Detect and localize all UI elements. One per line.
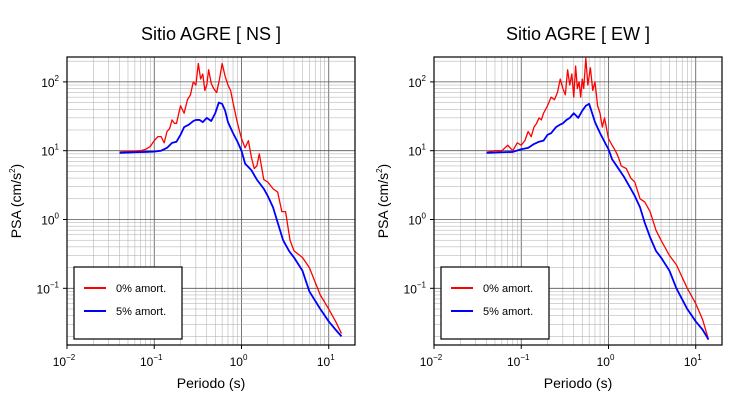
x-tick-label: 10−2 — [53, 353, 76, 369]
y-axis-label-close: ) — [375, 164, 391, 169]
legend: 0% amort. 5% amort. — [73, 266, 183, 340]
y-tick-base: 10 — [41, 76, 55, 90]
plot-frame — [66, 56, 356, 346]
legend-box — [440, 266, 550, 340]
x-tick-base: 10 — [140, 355, 154, 369]
legend: 0% amort. 5% amort. — [440, 266, 550, 340]
y-tick-exponent: 0 — [422, 212, 427, 221]
x-tick-base: 10 — [507, 355, 521, 369]
legend-box — [73, 266, 183, 340]
x-tick-exponent: −2 — [433, 353, 443, 362]
y-tick-exponent: 2 — [55, 74, 60, 83]
y-tick-base: 10 — [41, 145, 55, 159]
x-tick-label: 100 — [230, 353, 248, 369]
legend-label: 0% amort. — [116, 283, 166, 295]
y-tick-label: 101 — [408, 143, 426, 159]
legend-label: 5% amort. — [116, 306, 166, 318]
y-axis-label-main: PSA (cm/s — [8, 173, 24, 238]
y-axis-label-close: ) — [8, 164, 24, 169]
plot-frame — [433, 56, 723, 346]
ns-panel: Sitio AGRE [ NS ]10−2 10−1 100 10110−110010… — [8, 24, 356, 391]
y-tick-label: 10−1 — [404, 280, 427, 296]
x-tick-exponent: 0 — [610, 353, 615, 362]
y-axis-label-sup: 2 — [375, 168, 384, 173]
x-tick-base: 10 — [684, 355, 698, 369]
y-axis-label-sup: 2 — [8, 168, 17, 173]
y-tick-label: 101 — [41, 143, 59, 159]
y-tick-base: 10 — [37, 282, 51, 296]
x-axis-label: Periodo (s) — [177, 375, 245, 391]
y-tick-base: 10 — [41, 214, 55, 228]
y-axis-label: PSA (cm/s2) — [375, 164, 391, 238]
series-line-5pct — [119, 101, 343, 337]
y-tick-base: 10 — [408, 214, 422, 228]
y-axis-label-main: PSA (cm/s — [375, 173, 391, 238]
x-tick-base: 10 — [317, 355, 331, 369]
series-line-5pct — [486, 102, 710, 341]
y-tick-base: 10 — [404, 282, 418, 296]
x-tick-base: 10 — [597, 355, 611, 369]
x-tick-base: 10 — [420, 355, 434, 369]
ew-panel: Sitio AGRE [ EW ]10−2 10−1 100 10110−110010… — [375, 24, 723, 391]
y-tick-exponent: 2 — [422, 74, 427, 83]
y-tick-exponent: −1 — [50, 280, 60, 289]
y-tick-exponent: 1 — [422, 143, 427, 152]
legend-label: 5% amort. — [483, 306, 533, 318]
y-tick-base: 10 — [408, 145, 422, 159]
x-tick-label: 10−1 — [507, 353, 530, 369]
y-tick-label: 10−1 — [37, 280, 60, 296]
y-axis-label: PSA (cm/s2) — [8, 164, 24, 238]
x-tick-base: 10 — [230, 355, 244, 369]
x-tick-label: 100 — [597, 353, 615, 369]
chart-title: Sitio AGRE [ EW ] — [506, 24, 650, 44]
x-tick-exponent: −2 — [66, 353, 76, 362]
y-tick-label: 102 — [41, 74, 59, 90]
chart-title: Sitio AGRE [ NS ] — [141, 24, 281, 44]
x-axis-label: Periodo (s) — [544, 375, 612, 391]
x-tick-label: 101 — [317, 353, 335, 369]
y-tick-label: 100 — [408, 212, 426, 228]
y-tick-exponent: 1 — [55, 143, 60, 152]
y-tick-label: 102 — [408, 74, 426, 90]
x-tick-exponent: −1 — [520, 353, 530, 362]
y-tick-exponent: −1 — [417, 280, 427, 289]
x-tick-label: 10−2 — [420, 353, 443, 369]
x-tick-base: 10 — [53, 355, 67, 369]
grid — [66, 57, 356, 345]
x-tick-exponent: 1 — [697, 353, 702, 362]
x-tick-label: 10−1 — [140, 353, 163, 369]
x-tick-exponent: −1 — [153, 353, 163, 362]
x-tick-exponent: 1 — [330, 353, 335, 362]
series-line-0pct — [119, 62, 343, 334]
y-tick-exponent: 0 — [55, 212, 60, 221]
series-line-0pct — [486, 57, 710, 340]
y-tick-base: 10 — [408, 76, 422, 90]
legend-label: 0% amort. — [483, 283, 533, 295]
x-tick-label: 101 — [684, 353, 702, 369]
y-tick-label: 100 — [41, 212, 59, 228]
x-tick-exponent: 0 — [243, 353, 248, 362]
